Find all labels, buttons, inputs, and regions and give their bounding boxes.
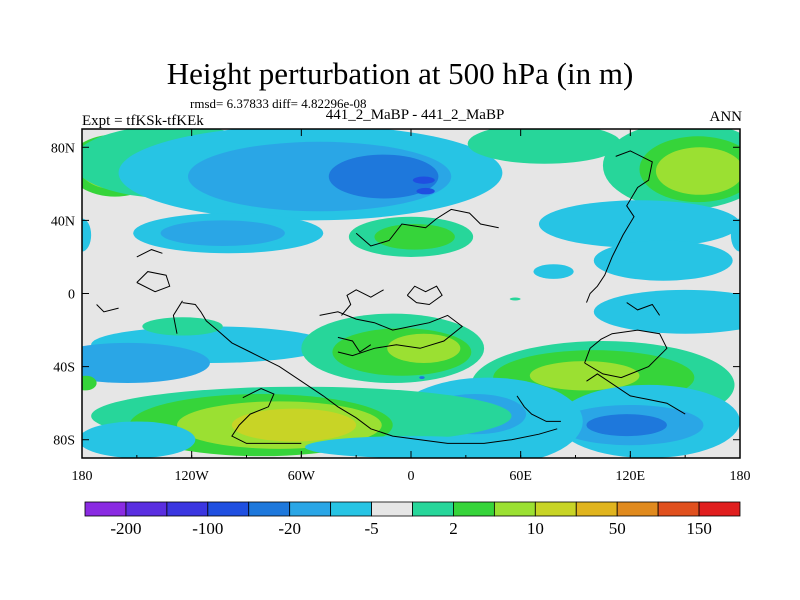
colorbar-label: -5 <box>364 519 378 538</box>
y-tick-label: 40N <box>51 214 75 229</box>
x-tick-label: 60W <box>288 469 316 484</box>
season-label: ANN <box>709 109 743 125</box>
x-tick-label: 0 <box>408 469 415 484</box>
stats-text: rmsd= 6.37833 diff= 4.82296e-08 <box>190 96 367 111</box>
contour-region <box>82 218 92 252</box>
chart-title: Height perturbation at 500 hPa (in m) <box>166 56 634 91</box>
coastline-segment <box>341 289 384 316</box>
colorbar-box <box>698 501 741 517</box>
contour-region <box>593 240 733 281</box>
colorbar-box <box>289 501 332 517</box>
contour-region <box>533 264 574 279</box>
colorbar-box <box>493 501 536 517</box>
colorbar-box <box>84 501 127 517</box>
colorbar-label: -100 <box>192 519 223 538</box>
contour-region <box>82 375 97 391</box>
coastline-segment <box>172 300 183 334</box>
colorbar-box <box>207 501 250 517</box>
contour-region <box>304 436 518 458</box>
contour-region <box>467 129 622 164</box>
contour-region <box>586 414 667 437</box>
coastline-segment <box>136 271 171 293</box>
coastline-segment <box>516 395 561 422</box>
y-tick-label: 0 <box>68 288 75 303</box>
coastline-segment <box>406 285 443 306</box>
colorbar: -200 -100 -20 -5 2 10 50 150 <box>84 501 741 538</box>
coastline-segment <box>337 336 372 353</box>
x-tick-label: 120W <box>175 469 210 484</box>
colorbar-label: -20 <box>278 519 301 538</box>
contour-region <box>730 218 740 252</box>
colorbar-label: 10 <box>527 519 544 538</box>
coastline-segment <box>584 329 668 379</box>
coastline <box>96 150 686 444</box>
colorbar-label: 50 <box>609 519 626 538</box>
coastline-segment <box>626 302 661 316</box>
center-label: 441_2_MaBP - 441_2_MaBP <box>325 107 505 123</box>
coastline-segment <box>586 150 653 303</box>
contour-region <box>655 147 740 195</box>
coastline-segment <box>355 208 499 247</box>
contour-region <box>160 220 285 246</box>
colorbar-box <box>412 501 454 517</box>
contour-region <box>82 421 196 458</box>
y-tick-label: 80N <box>51 141 75 156</box>
coastline-segment <box>136 249 163 258</box>
colorbar-box <box>616 501 659 517</box>
x-tick-label: 180 <box>72 469 93 484</box>
coastline-segment <box>96 304 119 313</box>
axes: 180 120W 60W 0 60E 120E 180 80N 40N 0 40S 80S <box>51 129 751 484</box>
colorbar-box <box>534 501 577 517</box>
contour-fields <box>82 129 740 458</box>
contour-region <box>374 224 455 250</box>
contour-region <box>231 408 357 442</box>
y-tick-label: 80S <box>53 434 75 449</box>
colorbar-box <box>248 501 291 517</box>
contour-region <box>419 376 425 380</box>
colorbar-label: 150 <box>686 519 712 538</box>
colorbar-box <box>371 501 413 517</box>
contour-region <box>412 176 435 184</box>
colorbar-box <box>453 501 495 517</box>
contour-region <box>509 297 521 301</box>
colorbar-label: 2 <box>449 519 458 538</box>
coastline-segment <box>319 311 464 357</box>
colorbar-label: -200 <box>110 519 141 538</box>
contour-region <box>593 289 740 334</box>
y-tick-label: 40S <box>53 361 75 376</box>
colorbar-box <box>125 501 168 517</box>
coastline-segment <box>586 373 686 415</box>
coastline-segment <box>231 387 302 444</box>
colorbar-box <box>657 501 700 517</box>
coastline-segment <box>182 302 558 444</box>
contour-region <box>82 342 210 384</box>
contour-region <box>387 333 461 363</box>
contour-region <box>416 187 435 195</box>
x-tick-label: 120E <box>616 469 646 484</box>
contour-region <box>328 154 439 199</box>
colorbar-box <box>330 501 372 517</box>
contour-region <box>529 361 640 391</box>
colorbar-box <box>166 501 209 517</box>
contour-region <box>538 200 740 248</box>
colorbar-box <box>575 501 618 517</box>
x-tick-label: 180 <box>730 469 751 484</box>
contour-region <box>142 317 223 336</box>
x-tick-label: 60E <box>509 469 532 484</box>
expt-label: Expt = tfKSk-tfKEk <box>82 113 204 129</box>
